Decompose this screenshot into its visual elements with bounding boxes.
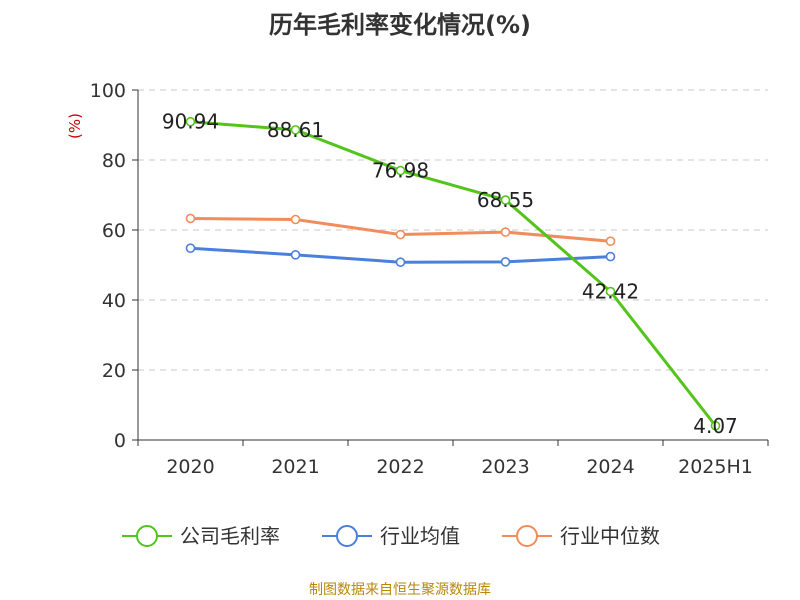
x-tick-label: 2020 — [166, 456, 214, 478]
data-point[interactable] — [290, 214, 301, 225]
data-point[interactable] — [185, 116, 196, 127]
legend-label: 行业均值 — [380, 524, 460, 548]
axes: 0 20 40 60 80 100 2020 2021 2022 2023 2024 2025H1 — [90, 80, 769, 478]
series-line — [190, 120, 717, 427]
y-tick-label: 40 — [102, 290, 126, 312]
data-point[interactable] — [605, 236, 616, 246]
y-tick-label: 0 — [114, 430, 126, 452]
data-point[interactable] — [395, 165, 406, 176]
series-group — [185, 116, 721, 431]
data-point[interactable] — [710, 420, 721, 431]
data-point[interactable] — [185, 213, 196, 224]
data-point[interactable] — [395, 257, 406, 268]
series-1 — [185, 243, 616, 268]
data-label: 76.98 — [372, 159, 429, 183]
legend-marker — [516, 525, 538, 547]
data-label: 90.94 — [162, 110, 219, 134]
y-tick-label: 80 — [102, 150, 126, 172]
data-point[interactable] — [290, 125, 301, 135]
gridlines — [138, 89, 768, 371]
source-note: 制图数据来自恒生聚源数据库 — [309, 582, 491, 598]
y-axis-unit: (%) — [66, 113, 84, 139]
data-point[interactable] — [290, 250, 301, 260]
x-tick-label: 2021 — [271, 456, 319, 478]
legend-marker — [336, 525, 358, 547]
legend-item[interactable]: 行业均值 — [322, 524, 460, 548]
data-labels: 90.94 88.61 76.98 68.55 42.42 4.07 — [162, 110, 738, 438]
data-label: 4.07 — [693, 414, 738, 438]
data-label: 42.42 — [582, 280, 639, 304]
data-point[interactable] — [185, 243, 196, 253]
legend-item[interactable]: 行业中位数 — [502, 524, 660, 548]
data-label: 68.55 — [477, 188, 534, 212]
legend[interactable]: 公司毛利率 行业均值 行业中位数 — [122, 524, 660, 548]
legend-item[interactable]: 公司毛利率 — [122, 524, 280, 548]
legend-label: 行业中位数 — [560, 524, 660, 548]
y-tick-label: 20 — [102, 360, 126, 382]
data-point[interactable] — [500, 227, 511, 237]
x-tick-label: 2024 — [586, 456, 634, 478]
x-tick-label: 2022 — [376, 456, 424, 478]
data-point[interactable] — [605, 251, 616, 262]
data-point[interactable] — [500, 257, 511, 267]
legend-marker — [136, 525, 158, 547]
x-tick-label: 2025H1 — [678, 456, 753, 478]
series-2 — [185, 213, 616, 246]
series-0 — [185, 116, 721, 431]
x-tick-label: 2023 — [481, 456, 529, 478]
data-label: 88.61 — [267, 118, 324, 142]
chart-title: 历年毛利率变化情况(%) — [269, 11, 531, 39]
y-tick-label: 100 — [90, 80, 126, 102]
data-point[interactable] — [605, 286, 616, 297]
y-tick-label: 60 — [102, 220, 126, 242]
data-point[interactable] — [500, 195, 511, 205]
data-point[interactable] — [395, 229, 406, 240]
legend-label: 公司毛利率 — [180, 524, 280, 548]
